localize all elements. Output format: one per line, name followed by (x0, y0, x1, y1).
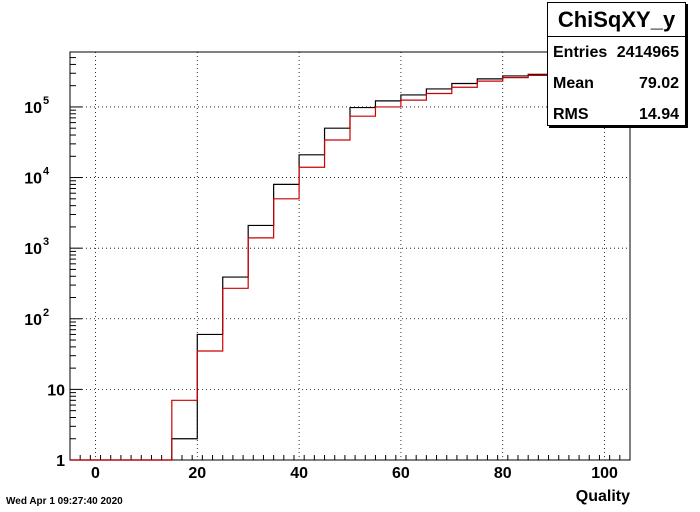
y-tick-label: 10 (24, 241, 42, 258)
y-tick-exponent: 3 (43, 236, 49, 248)
stats-label: Entries (553, 43, 608, 61)
y-tick-exponent: 5 (43, 95, 49, 107)
stats-row-rms: RMS 14.94 (548, 99, 685, 130)
x-tick-label: 60 (392, 465, 410, 482)
y-tick-label: 10 (24, 171, 42, 188)
series-1-step-line (70, 73, 630, 461)
stats-box: ChiSqXY_y Entries 2414965 Mean 79.02 RMS… (547, 2, 686, 126)
x-tick-label: 100 (591, 465, 618, 482)
stats-label: Mean (553, 74, 594, 92)
y-tick-label: 10 (24, 100, 42, 117)
footer-date: Wed Apr 1 09:27:40 2020 (6, 496, 123, 507)
y-tick-label: 1 (56, 453, 65, 470)
x-tick-label: 80 (494, 465, 512, 482)
y-tick-exponent: 4 (43, 166, 50, 178)
stats-value: 2414965 (616, 43, 679, 61)
y-tick-label: 10 (24, 312, 42, 329)
stats-row-entries: Entries 2414965 (548, 37, 685, 68)
x-tick-label: 40 (290, 465, 308, 482)
y-tick-label: 10 (47, 382, 65, 399)
x-axis-title: Quality (576, 488, 630, 505)
stats-row-mean: Mean 79.02 (548, 68, 685, 99)
x-tick-label: 0 (91, 465, 100, 482)
stats-label: RMS (553, 105, 589, 123)
stats-value: 79.02 (638, 74, 679, 92)
x-tick-label: 20 (188, 465, 206, 482)
stats-title: ChiSqXY_y (548, 3, 685, 37)
y-tick-exponent: 2 (43, 307, 49, 319)
stats-value: 14.94 (638, 105, 679, 123)
